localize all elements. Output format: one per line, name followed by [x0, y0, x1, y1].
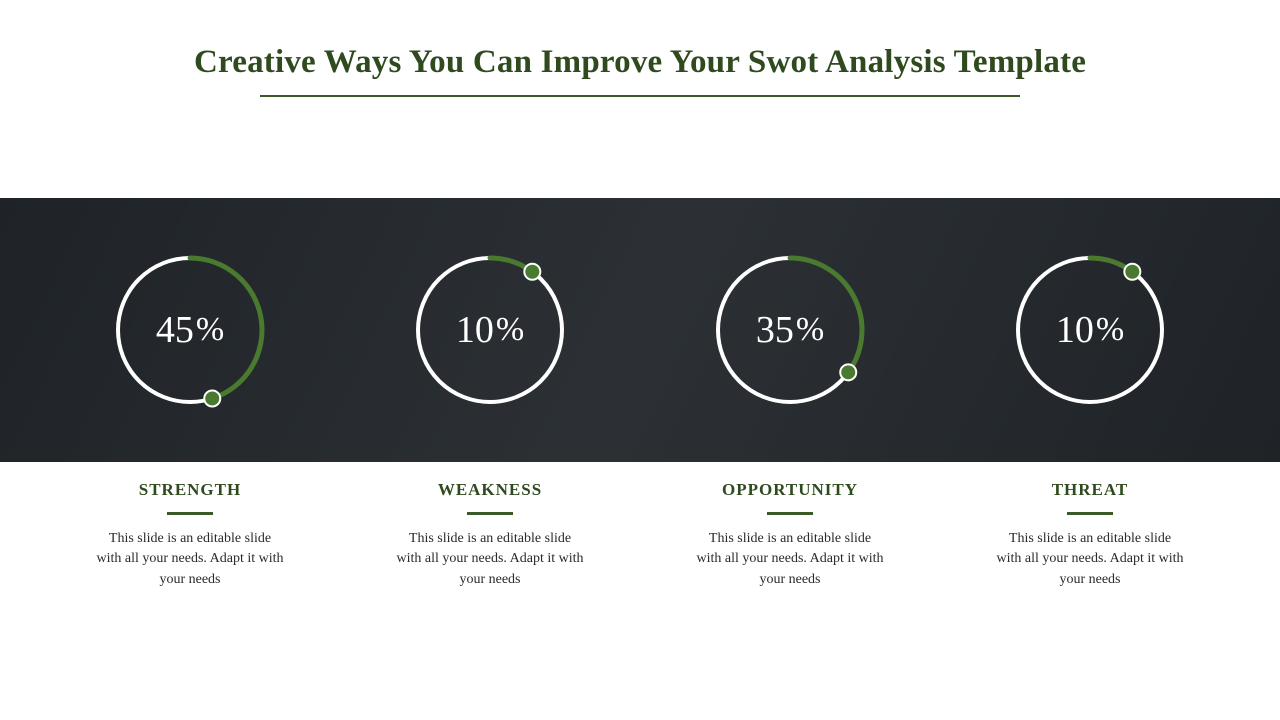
cards-row: STRENGTH This slide is an editable slide…: [0, 480, 1280, 590]
card-desc: This slide is an editable slide with all…: [995, 529, 1185, 590]
card-underline: [1067, 512, 1113, 515]
ring-value: 35%: [705, 245, 875, 415]
ring-threat: 10%: [1005, 245, 1175, 415]
ring-value: 45%: [105, 245, 275, 415]
card-title: OPPORTUNITY: [665, 480, 915, 500]
card-strength: STRENGTH This slide is an editable slide…: [65, 480, 315, 590]
ring-weakness: 10%: [405, 245, 575, 415]
card-underline: [467, 512, 513, 515]
title-underline: [260, 95, 1020, 97]
title-block: Creative Ways You Can Improve Your Swot …: [0, 0, 1280, 97]
card-threat: THREAT This slide is an editable slide w…: [965, 480, 1215, 590]
card-title: STRENGTH: [65, 480, 315, 500]
card-title: THREAT: [965, 480, 1215, 500]
ring-strength: 45%: [105, 245, 275, 415]
card-desc: This slide is an editable slide with all…: [95, 529, 285, 590]
card-weakness: WEAKNESS This slide is an editable slide…: [365, 480, 615, 590]
page-title: Creative Ways You Can Improve Your Swot …: [0, 44, 1280, 81]
ring-value: 10%: [1005, 245, 1175, 415]
hero-band: 45% 10% 35% 10%: [0, 198, 1280, 462]
ring-value: 10%: [405, 245, 575, 415]
card-underline: [767, 512, 813, 515]
card-desc: This slide is an editable slide with all…: [395, 529, 585, 590]
slide-root: Creative Ways You Can Improve Your Swot …: [0, 0, 1280, 720]
card-opportunity: OPPORTUNITY This slide is an editable sl…: [665, 480, 915, 590]
card-desc: This slide is an editable slide with all…: [695, 529, 885, 590]
ring-opportunity: 35%: [705, 245, 875, 415]
card-underline: [167, 512, 213, 515]
card-title: WEAKNESS: [365, 480, 615, 500]
